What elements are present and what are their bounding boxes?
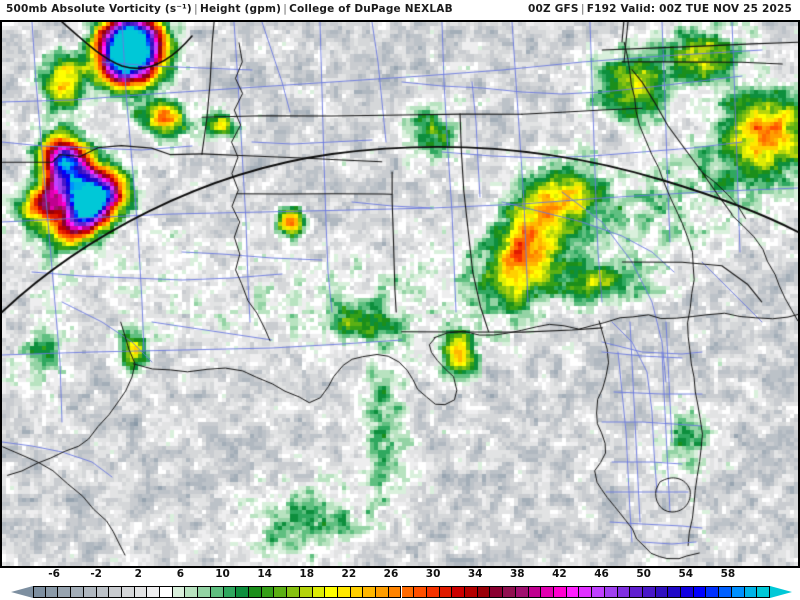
colorbar-cell [744, 586, 758, 598]
colorbar-cell [655, 586, 669, 598]
colorbar-cell [541, 586, 554, 598]
colorbar-cell [312, 586, 326, 598]
colorbar-cell [490, 586, 504, 598]
header-right-title: 00Z GFS | F192 Valid: 00Z TUE NOV 25 2025 [528, 3, 792, 15]
colorbar-cell [566, 586, 580, 598]
colorbar-cell [642, 586, 656, 598]
header-separator-2: | [283, 3, 288, 15]
colorbar-cell [198, 586, 211, 598]
colorbar-cell [426, 586, 440, 598]
header-model-run-label: 00Z GFS [528, 3, 579, 15]
colorbar-tick-label: 18 [299, 568, 315, 580]
colorbar-tick-label: 2 [134, 568, 142, 580]
colorbar-cell [147, 586, 161, 598]
colorbar-tick-label: 26 [383, 568, 399, 580]
colorbar-tick-label: 50 [636, 568, 651, 580]
colorbar-cell [287, 586, 300, 598]
colorbar-cell [185, 586, 199, 598]
colorbar-over-arrow [770, 586, 792, 598]
colorbar-cell [388, 586, 402, 598]
colorbar-tick-label: 58 [720, 568, 736, 580]
colorbar-cell [515, 586, 529, 598]
colorbar-tick-label: 30 [425, 568, 441, 580]
colorbar-tick-label: 34 [467, 568, 483, 580]
colorbar-cell [33, 586, 46, 598]
colorbar-cell [121, 586, 135, 598]
colorbar-cell [719, 586, 732, 598]
colorbar-cell [363, 586, 377, 598]
header-valid-time-label: F192 Valid: 00Z TUE NOV 25 2025 [586, 3, 792, 15]
colorbar-cell [261, 586, 275, 598]
colorbar-area: -6 -2 2 6 10 14 18 22 26 30 34 38 42 46 50 54 58 [0, 568, 800, 600]
colorbar-cell [604, 586, 618, 598]
header-source-label: College of DuPage NEXLAB [289, 3, 453, 15]
colorbar-cell [553, 586, 567, 598]
colorbar-cell [223, 586, 237, 598]
colorbar-cell [325, 586, 338, 598]
header-left-title: 500mb Absolute Vorticity (s⁻¹) | Height (g… [6, 3, 453, 15]
colorbar-cell [45, 586, 59, 598]
colorbar-cell [592, 586, 605, 598]
colorbar-cell [249, 586, 262, 598]
colorbar-cell [693, 586, 707, 598]
colorbar-cell [96, 586, 110, 598]
colorbar-cell [236, 586, 249, 598]
colorbar-cell [299, 586, 313, 598]
colorbar-strip[interactable] [33, 586, 770, 598]
colorbar-cell [681, 586, 694, 598]
colorbar-cell [274, 586, 288, 598]
colorbar-tick-label: -6 [48, 568, 60, 580]
map-frame[interactable] [0, 20, 800, 568]
vorticity-map-canvas[interactable] [2, 22, 798, 566]
colorbar-cell [83, 586, 97, 598]
colorbar-cell [414, 586, 427, 598]
colorbar-cell [465, 586, 478, 598]
colorbar-tick-label: 46 [594, 568, 609, 580]
colorbar-cell [477, 586, 491, 598]
colorbar-cell [668, 586, 682, 598]
colorbar-tick-label: -2 [90, 568, 102, 580]
colorbar-tick-label: 54 [678, 568, 694, 580]
colorbar-under-arrow [11, 586, 33, 598]
colorbar-cell [350, 586, 364, 598]
colorbar-tick-label: 6 [176, 568, 185, 580]
colorbar-cell [210, 586, 224, 598]
colorbar-tick-label: 22 [341, 568, 357, 580]
colorbar-tick-label: 38 [510, 568, 525, 580]
header-separator-1: | [193, 3, 198, 15]
colorbar-cell [617, 586, 631, 598]
colorbar-tick-label: 10 [215, 568, 230, 580]
colorbar-cell [172, 586, 186, 598]
colorbar-cell [503, 586, 516, 598]
colorbar-tick-label: 14 [257, 568, 272, 580]
colorbar-cell [706, 586, 720, 598]
colorbar-cell [160, 586, 173, 598]
colorbar-cell [71, 586, 84, 598]
map-header: 500mb Absolute Vorticity (s⁻¹) | Height (g… [0, 0, 800, 20]
colorbar-cell [579, 586, 593, 598]
colorbar-cell [630, 586, 643, 598]
colorbar-cell [337, 586, 351, 598]
colorbar-cell [58, 586, 72, 598]
header-field2-label: Height (gpm) [199, 3, 282, 15]
header-separator-3: | [580, 3, 585, 15]
colorbar-tick-labels: -6 -2 2 6 10 14 18 22 26 30 34 38 42 46 50 54 58 [0, 568, 800, 583]
colorbar-cell [134, 586, 148, 598]
colorbar-cell [439, 586, 453, 598]
header-product-label: 500mb Absolute Vorticity (s⁻¹) [6, 3, 192, 15]
colorbar-cell [109, 586, 122, 598]
colorbar-cell [731, 586, 745, 598]
colorbar-cell [452, 586, 466, 598]
colorbar-cell [401, 586, 415, 598]
colorbar-cell [757, 586, 770, 598]
colorbar-tick-label: 42 [552, 568, 567, 580]
colorbar-cell [528, 586, 542, 598]
colorbar-cell [376, 586, 389, 598]
